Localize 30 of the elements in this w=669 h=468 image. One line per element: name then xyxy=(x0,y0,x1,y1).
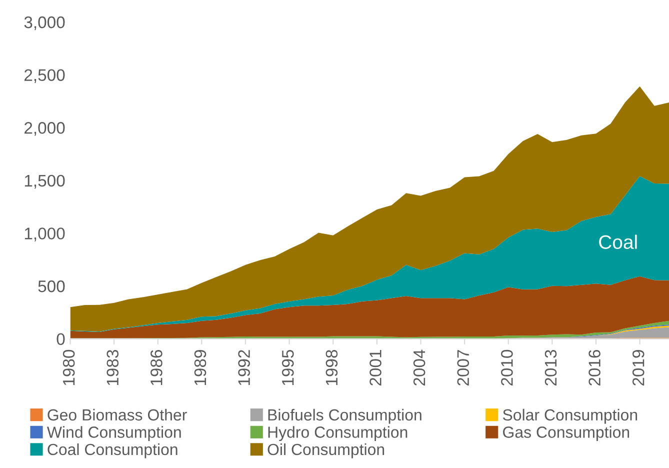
y-tick-label: 1,000 xyxy=(24,228,65,242)
x-tick-label: 2004 xyxy=(413,350,426,386)
x-tick-label: 2019 xyxy=(632,350,644,386)
x-tick-label: 2013 xyxy=(544,350,557,386)
legend-label: Hydro Consumption xyxy=(268,426,408,442)
x-tick-label: 1998 xyxy=(326,350,338,386)
x-tick-label: 1986 xyxy=(150,350,162,386)
x-tick-label: 1980 xyxy=(62,350,75,386)
legend-label: Solar Consumption xyxy=(502,408,638,424)
x-tick-label: 2016 xyxy=(588,350,600,386)
x-tick-label: 1992 xyxy=(238,350,250,386)
legend-label: Biofuels Consumption xyxy=(268,408,422,424)
y-tick-label: 2,500 xyxy=(24,69,65,83)
y-tick-label: 1,500 xyxy=(24,174,65,189)
x-tick-label: 2001 xyxy=(370,350,382,386)
legend-label: Wind Consumption xyxy=(46,426,181,442)
x-tick-label: 2007 xyxy=(457,350,470,386)
legend-label: Oil Consumption xyxy=(268,443,384,458)
legend-label: Coal Consumption xyxy=(48,443,178,458)
y-tick-label: 500 xyxy=(38,280,65,292)
x-tick-label: 2010 xyxy=(501,350,513,386)
x-tick-label: 1983 xyxy=(106,350,119,386)
annotation: Coal xyxy=(599,234,637,249)
y-tick-label: 3,000 xyxy=(24,16,65,30)
y-tick-label: 2,000 xyxy=(24,122,65,136)
legend-label: Geo Biomass Other xyxy=(48,408,187,421)
x-tick-label: 1989 xyxy=(194,350,206,386)
legend-label: Gas Consumption xyxy=(503,426,630,442)
y-tick-label: 0 xyxy=(56,333,65,346)
x-tick-label: 1995 xyxy=(282,350,294,386)
